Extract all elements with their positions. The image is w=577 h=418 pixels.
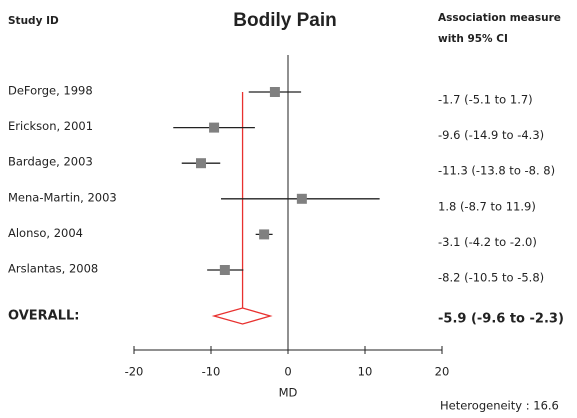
footnote: Heterogeneity : 16.6 bbox=[440, 399, 559, 413]
x-tick-label: 0 bbox=[284, 365, 291, 379]
point-estimate bbox=[269, 87, 280, 97]
study-label: Alonso, 2004 bbox=[8, 226, 83, 240]
point-estimate bbox=[209, 122, 220, 133]
point-estimate bbox=[296, 193, 307, 204]
value-label: 1.8 (-8.7 to 11.9) bbox=[438, 199, 536, 213]
right-header: with 95% CI bbox=[438, 33, 508, 45]
chart-title: Bodily Pain bbox=[233, 10, 336, 31]
x-tick-label: 20 bbox=[435, 365, 450, 379]
value-label: -11.3 (-13.8 to -8. 8) bbox=[438, 164, 555, 178]
value-label: -3.1 (-4.2 to -2.0) bbox=[438, 235, 537, 249]
overall-value-label: -5.9 (-9.6 to -2.3) bbox=[438, 312, 564, 327]
value-label: -8.2 (-10.5 to -5.8) bbox=[438, 271, 544, 285]
value-label: -9.6 (-14.9 to -4.3) bbox=[438, 128, 544, 142]
right-header: Association measure bbox=[438, 12, 561, 24]
study-label: DeForge, 1998 bbox=[8, 84, 93, 98]
left-header: Study ID bbox=[8, 15, 59, 27]
study-label: Mena-Martin, 2003 bbox=[8, 190, 117, 204]
x-axis-label: MD bbox=[279, 386, 298, 400]
value-label: -1.7 (-5.1 to 1.7) bbox=[438, 93, 533, 107]
overall-label: OVERALL: bbox=[8, 309, 79, 324]
point-estimate bbox=[259, 229, 270, 240]
overall-diamond bbox=[211, 307, 273, 325]
point-estimate bbox=[195, 158, 206, 169]
study-label: Erickson, 2001 bbox=[8, 119, 93, 133]
study-label: Bardage, 2003 bbox=[8, 155, 93, 169]
x-tick-label: -10 bbox=[202, 365, 221, 379]
x-tick-label: 10 bbox=[358, 365, 373, 379]
point-estimate bbox=[219, 265, 230, 275]
x-tick-label: -20 bbox=[125, 365, 144, 379]
study-label: Arslantas, 2008 bbox=[8, 262, 98, 276]
